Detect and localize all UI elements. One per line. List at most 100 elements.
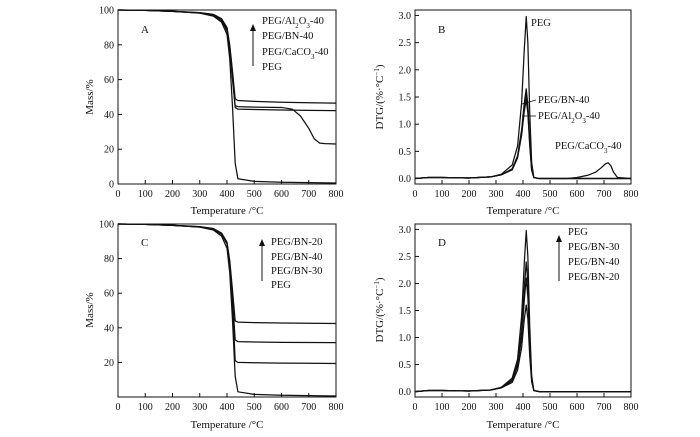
- panel-b-ytick-label: 2.0: [399, 65, 412, 76]
- panel-d-letter: D: [438, 237, 446, 249]
- panel-a-axes: 0 100 200 300 400 500 600 700 800 0 20 40 60 80 100: [99, 6, 344, 201]
- panel-d-axes: 0 100 200 300 400 500 600 700 800 0.0 0.5 1.0 1.5 2.0…: [399, 225, 639, 413]
- panel-a-xtick-label: 600: [274, 189, 289, 200]
- panel-b-series-peg-caco3-40: [414, 99, 632, 180]
- panel-c-legend-bn30: PEG/BN-30: [271, 266, 322, 277]
- panel-a-xtick-label: 800: [329, 189, 344, 200]
- panel-a-xtick-label: 200: [165, 189, 180, 200]
- panel-c-xtick-label: 400: [220, 402, 235, 413]
- panel-a-series-peg: [117, 9, 337, 184]
- panel-d-xtick-label: 100: [435, 402, 450, 413]
- panel-b-xtick-label: 600: [570, 189, 585, 200]
- panel-d-legend-bn30: PEG/BN-30: [568, 242, 619, 253]
- panel-a-xtick-label: 400: [220, 189, 235, 200]
- panel-b-leader-bn: [521, 99, 537, 105]
- panel-d-ytick-label: 0.5: [399, 360, 412, 371]
- panel-b-xtick-label: 200: [462, 189, 477, 200]
- panel-d-legend-bn40: PEG/BN-40: [568, 257, 619, 268]
- panel-b-label-bn: PEG/BN-40: [538, 95, 589, 106]
- panel-b-series-layer: [414, 15, 632, 180]
- panel-b-xtick-label: 800: [624, 189, 639, 200]
- panel-b-plot-frame: [414, 9, 632, 185]
- panel-b-series-peg: [414, 15, 631, 180]
- panel-a-xtick-label: 500: [247, 189, 262, 200]
- panel-c-xtick-label: 800: [329, 402, 344, 413]
- panel-a-ytick-label: 80: [104, 40, 114, 51]
- panel-d-dtg: 0 100 200 300 400 500 600 700 800 0.0 0.5 1.0 1.5 2.0…: [373, 223, 639, 431]
- panel-a-ytick-label: 100: [99, 6, 114, 17]
- panel-d-xtick-label: 800: [624, 402, 639, 413]
- panel-b-label-peg: PEG: [531, 18, 551, 29]
- panel-c-ytick-label: 60: [104, 289, 114, 300]
- panel-a-legend-bn: PEG/BN-40: [262, 31, 313, 42]
- panel-b-label-caco3: PEG/CaCO3-40: [555, 141, 622, 155]
- panel-d-legend-bn20: PEG/BN-20: [568, 272, 619, 283]
- panel-a-ytick-label: 60: [104, 75, 114, 86]
- panel-c-ylabel: Mass/%: [84, 292, 96, 327]
- panel-a-ytick-label: 40: [104, 110, 114, 121]
- panel-d-ytick-label: 1.0: [399, 333, 412, 344]
- panel-a-xtick-label: 100: [138, 189, 153, 200]
- panel-d-xtick-label: 400: [516, 402, 531, 413]
- panel-b-label-al2o3: PEG/Al2O3-40: [538, 111, 600, 125]
- panel-a-legend-peg: PEG: [262, 62, 282, 73]
- panel-c-legend-peg: PEG: [271, 280, 291, 291]
- panel-c-xtick-label: 100: [138, 402, 153, 413]
- panel-c-xtick-label: 0: [116, 402, 121, 413]
- panel-c-xtick-label: 500: [247, 402, 262, 413]
- panel-c-legend-bn20: PEG/BN-20: [271, 237, 322, 248]
- panel-c-series-peg: [117, 223, 337, 397]
- panel-b-series-peg-bn-40: [414, 88, 631, 180]
- panel-b-letter: B: [438, 24, 445, 36]
- panel-d-series-peg-bn-20: [414, 304, 631, 393]
- panel-a-series-layer: [117, 9, 337, 184]
- panel-b-xlabel: Temperature /°C: [487, 205, 560, 217]
- panel-c-xtick-label: 700: [301, 402, 316, 413]
- panel-c-ytick-label: 80: [104, 254, 114, 265]
- panel-d-xtick-label: 300: [489, 402, 504, 413]
- panel-a-xtick-label: 0: [116, 189, 121, 200]
- panel-b-series-peg-al2o3-40: [414, 93, 631, 180]
- panel-d-xtick-label: 0: [413, 402, 418, 413]
- panel-c-xtick-label: 200: [165, 402, 180, 413]
- panel-c-letter: C: [141, 237, 148, 249]
- panel-d-ytick-label: 3.0: [399, 225, 412, 236]
- panel-d-legend-peg: PEG: [568, 227, 588, 238]
- panel-b-ytick-label: 3.0: [399, 11, 412, 22]
- panel-d-xtick-label: 200: [462, 402, 477, 413]
- panel-c-series-layer: [117, 223, 337, 397]
- panel-b-ytick-label: 1.5: [399, 93, 412, 104]
- panel-a-ylabel: Mass/%: [84, 79, 96, 114]
- panel-b-xtick-label: 700: [597, 189, 612, 200]
- panel-d-xtick-label: 600: [570, 402, 585, 413]
- panel-d-xtick-label: 500: [543, 402, 558, 413]
- panel-d-ytick-label: 0.0: [399, 387, 412, 398]
- panel-d-xtick-label: 700: [597, 402, 612, 413]
- panel-b-xtick-label: 400: [516, 189, 531, 200]
- panel-d-ylabel: DTG/(%·°C−1): [373, 277, 386, 342]
- panel-c-legend-arrow-head: [259, 239, 265, 246]
- panel-b-axes: 0 100 200 300 400 500 600 700 800 0.0 0.5 1.0 1.5 2.0…: [399, 11, 639, 200]
- panel-a-xlabel: Temperature /°C: [191, 205, 264, 217]
- panel-d-xlabel: Temperature /°C: [487, 419, 560, 431]
- panel-b-xtick-label: 0: [413, 189, 418, 200]
- panel-b-xtick-label: 100: [435, 189, 450, 200]
- panel-b-ylabel: DTG/(%·°C−1): [373, 64, 386, 129]
- panel-c-mass-loss: 0 100 200 300 400 500 600 700 800 20 40 60 80 100 C P…: [84, 220, 344, 432]
- panel-a-legend-arrow-head: [250, 24, 256, 31]
- panel-a-letter: A: [141, 24, 149, 36]
- panel-a-legend-al2o3: PEG/Al2O3-40: [262, 16, 324, 30]
- panel-a-legend-caco3: PEG/CaCO3-40: [262, 47, 329, 61]
- panel-c-ytick-label: 20: [104, 358, 114, 369]
- panel-b-xtick-label: 300: [489, 189, 504, 200]
- panel-d-legend-arrow-head: [556, 235, 562, 242]
- panel-b-ytick-label: 1.0: [399, 120, 412, 131]
- panel-d-ytick-label: 1.5: [399, 306, 412, 317]
- panel-c-axes: 0 100 200 300 400 500 600 700 800 20 40 60 80 100: [99, 220, 344, 414]
- panel-c-ytick-label: 100: [99, 220, 114, 231]
- panel-c-ytick-label: 40: [104, 323, 114, 334]
- panel-c-xlabel: Temperature /°C: [191, 419, 264, 431]
- panel-a-ytick-label: 0: [109, 180, 114, 191]
